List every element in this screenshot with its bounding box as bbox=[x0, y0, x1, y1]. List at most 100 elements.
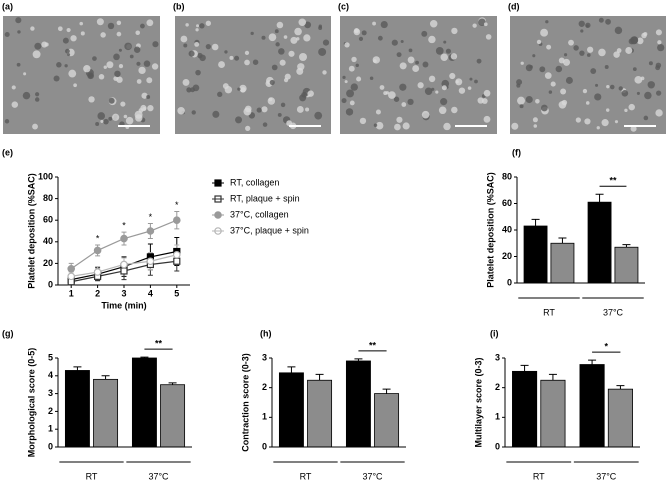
cell bbox=[237, 87, 241, 91]
cell bbox=[532, 117, 538, 123]
cell bbox=[180, 35, 188, 43]
cell bbox=[4, 32, 10, 37]
error-bar bbox=[588, 359, 597, 365]
cell bbox=[151, 63, 159, 70]
bar bbox=[523, 225, 548, 284]
cell bbox=[435, 47, 444, 55]
cell bbox=[450, 53, 458, 60]
cell bbox=[625, 46, 633, 54]
cell bbox=[256, 107, 262, 113]
cell bbox=[92, 56, 97, 61]
cell bbox=[108, 116, 113, 121]
y-tick-label: 3 bbox=[48, 388, 53, 398]
cell bbox=[11, 85, 16, 90]
cell bbox=[373, 123, 378, 127]
cell bbox=[120, 101, 126, 107]
marker bbox=[120, 234, 128, 243]
cell bbox=[125, 116, 134, 125]
x-tick-label: 5 bbox=[174, 288, 179, 298]
cell bbox=[112, 113, 120, 121]
cell bbox=[375, 121, 384, 130]
cell bbox=[32, 123, 38, 130]
cell bbox=[11, 101, 19, 108]
marker bbox=[120, 260, 128, 269]
cell bbox=[57, 26, 63, 32]
cell bbox=[440, 98, 448, 106]
cell bbox=[355, 63, 359, 68]
x-tick-label: 2 bbox=[95, 288, 100, 298]
cell bbox=[372, 56, 380, 64]
cell bbox=[516, 79, 523, 86]
cell bbox=[239, 84, 247, 93]
cell bbox=[400, 39, 404, 44]
cell bbox=[185, 23, 189, 27]
cell bbox=[250, 31, 254, 36]
cell bbox=[22, 91, 31, 100]
panel-label: (b) bbox=[173, 1, 185, 11]
cell bbox=[648, 61, 653, 66]
cell bbox=[657, 40, 662, 45]
cell bbox=[83, 65, 91, 73]
cell bbox=[359, 117, 367, 125]
cell bbox=[146, 77, 153, 84]
cell bbox=[268, 33, 277, 42]
cell bbox=[23, 72, 27, 76]
cell bbox=[540, 104, 548, 112]
cell bbox=[283, 35, 288, 39]
cell bbox=[217, 91, 223, 97]
cell bbox=[34, 42, 42, 50]
panel-label: (h) bbox=[260, 328, 272, 338]
marker bbox=[173, 257, 181, 265]
cell bbox=[80, 31, 85, 36]
cell bbox=[372, 21, 376, 26]
cell bbox=[640, 76, 645, 81]
cell bbox=[532, 54, 536, 58]
cell bbox=[614, 120, 619, 124]
bar bbox=[131, 357, 157, 448]
cell bbox=[344, 80, 348, 84]
cell bbox=[66, 27, 71, 33]
cell bbox=[135, 30, 140, 36]
cell bbox=[379, 85, 385, 90]
cell bbox=[186, 87, 192, 93]
cell bbox=[62, 37, 69, 44]
cell bbox=[407, 56, 415, 64]
cell bbox=[224, 86, 233, 94]
cell bbox=[304, 21, 312, 29]
cell bbox=[344, 42, 350, 48]
cell bbox=[443, 40, 447, 44]
cell bbox=[613, 51, 620, 58]
cell bbox=[116, 76, 123, 83]
cell bbox=[431, 87, 435, 91]
cell bbox=[441, 85, 447, 91]
cell bbox=[100, 32, 106, 38]
cell bbox=[95, 122, 100, 127]
cell bbox=[385, 91, 390, 95]
cell bbox=[134, 110, 143, 119]
y-tick-label: 1 bbox=[495, 412, 500, 422]
group-label: RT bbox=[543, 307, 555, 317]
cell bbox=[96, 18, 104, 26]
y-tick-label: 0 bbox=[48, 279, 53, 289]
cell bbox=[351, 56, 357, 63]
cell bbox=[290, 36, 298, 44]
cell bbox=[377, 35, 383, 41]
marker bbox=[67, 272, 76, 281]
marker bbox=[67, 264, 76, 273]
cell bbox=[296, 106, 304, 113]
cell bbox=[195, 69, 201, 76]
cell bbox=[307, 90, 314, 97]
cell bbox=[565, 76, 573, 84]
y-tick-label: 1 bbox=[48, 424, 53, 434]
cell bbox=[353, 28, 360, 34]
cell bbox=[451, 106, 458, 114]
cell bbox=[474, 79, 478, 84]
panel-label: (c) bbox=[338, 1, 349, 11]
cell bbox=[41, 41, 48, 48]
cell bbox=[234, 55, 240, 61]
cell bbox=[349, 100, 355, 106]
cell bbox=[550, 81, 556, 87]
bar bbox=[374, 393, 400, 448]
cell bbox=[188, 50, 195, 57]
